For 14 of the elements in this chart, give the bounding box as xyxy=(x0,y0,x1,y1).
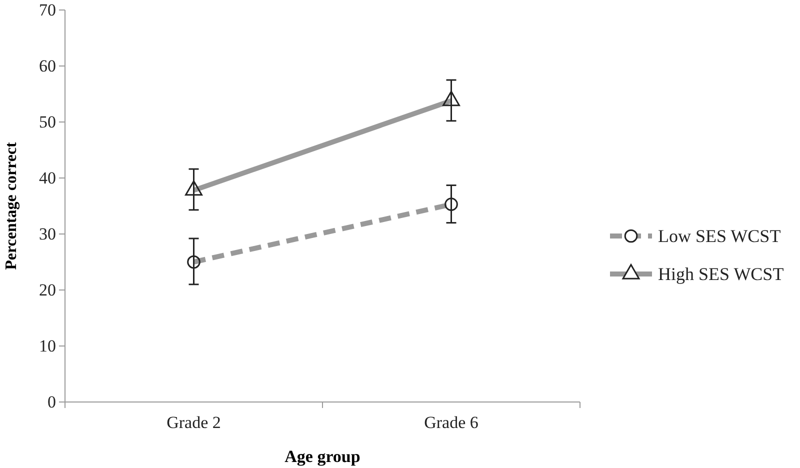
y-tick-label: 70 xyxy=(39,0,56,20)
y-tick-label: 40 xyxy=(39,168,56,188)
x-tick-label: Grade 6 xyxy=(424,413,478,432)
y-axis-title: Percentage correct xyxy=(3,141,20,270)
legend-label: High SES WCST xyxy=(658,264,784,284)
x-axis-title: Age group xyxy=(284,447,360,466)
y-tick-label: 10 xyxy=(39,336,56,356)
y-tick-label: 30 xyxy=(39,224,56,244)
y-tick-label: 60 xyxy=(39,56,56,76)
legend-label: Low SES WCST xyxy=(658,226,781,246)
y-tick-label: 50 xyxy=(39,112,56,132)
y-tick-label: 20 xyxy=(39,280,56,300)
y-tick-label: 0 xyxy=(48,392,56,412)
x-tick-label: Grade 2 xyxy=(166,413,221,432)
